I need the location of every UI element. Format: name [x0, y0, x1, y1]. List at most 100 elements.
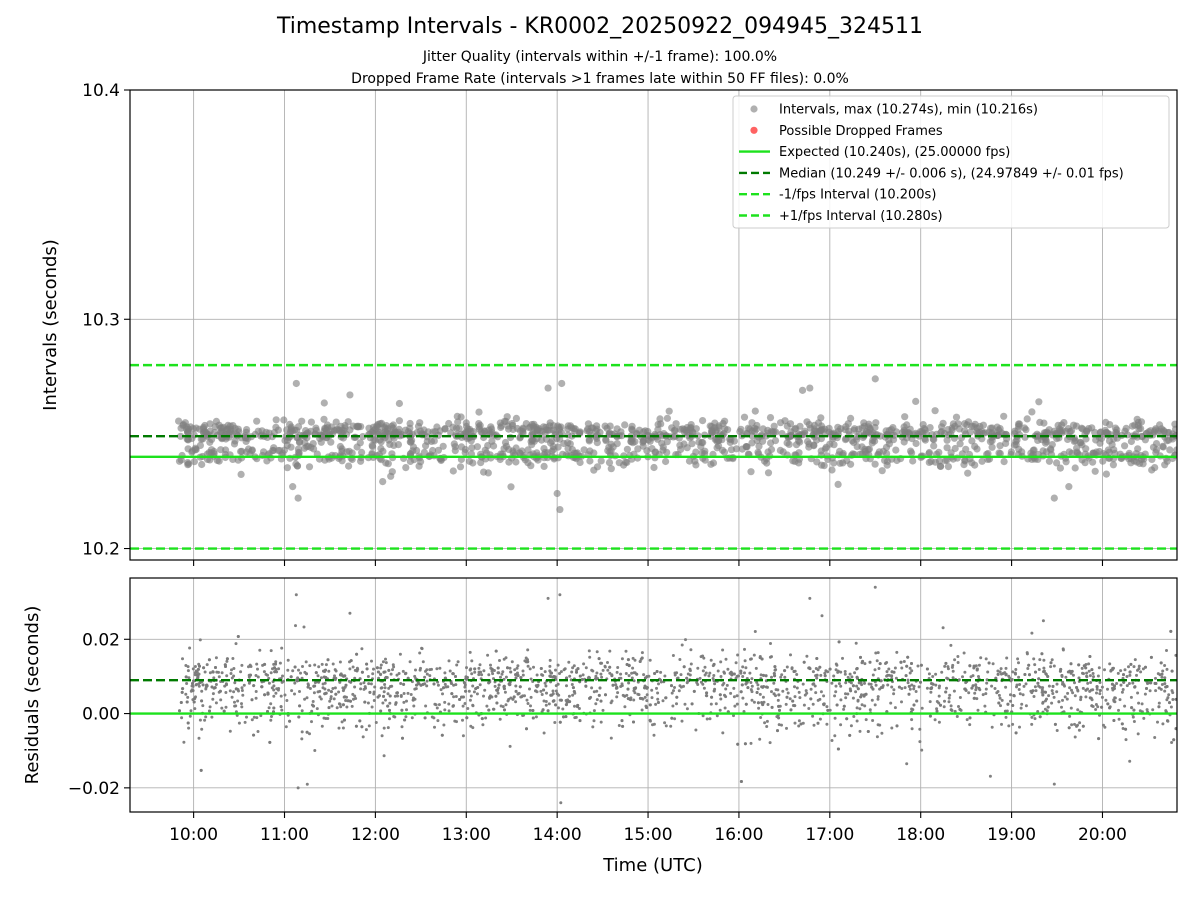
data-point — [948, 693, 952, 697]
data-point — [468, 698, 472, 702]
data-point — [387, 472, 395, 480]
data-point — [489, 663, 492, 667]
data-point — [671, 704, 675, 708]
data-point — [1167, 693, 1171, 697]
data-point — [1051, 692, 1055, 695]
data-point — [1127, 665, 1130, 669]
data-point — [396, 694, 400, 698]
data-point — [267, 706, 271, 710]
data-point — [488, 437, 496, 445]
data-point — [180, 716, 184, 720]
data-point — [547, 702, 551, 706]
data-point — [670, 684, 673, 688]
data-point — [1166, 446, 1174, 454]
data-point — [1081, 724, 1085, 728]
data-point — [366, 701, 370, 705]
data-point — [501, 670, 505, 674]
data-point — [200, 689, 204, 693]
data-point — [650, 696, 654, 700]
data-point — [336, 442, 344, 451]
data-point — [998, 696, 1002, 700]
data-point — [1071, 691, 1075, 695]
data-point — [682, 665, 686, 669]
data-point — [356, 439, 364, 447]
data-point-extreme — [798, 386, 807, 394]
data-point-extreme — [296, 786, 300, 790]
data-point — [376, 695, 380, 699]
data-point — [1165, 667, 1169, 671]
data-point — [1158, 425, 1166, 433]
data-point — [186, 695, 190, 699]
data-point — [260, 448, 268, 456]
data-point — [312, 424, 320, 432]
data-point — [188, 646, 192, 650]
data-point — [635, 672, 639, 676]
data-point — [719, 675, 723, 678]
data-point — [633, 691, 637, 695]
data-point — [313, 681, 317, 685]
data-point — [184, 427, 192, 435]
data-point — [1171, 691, 1175, 695]
data-point — [236, 635, 240, 638]
data-point — [732, 445, 741, 453]
data-point — [902, 660, 906, 663]
data-point — [197, 736, 201, 740]
data-point — [546, 419, 554, 427]
data-point — [858, 729, 862, 733]
data-point — [468, 668, 472, 672]
data-point — [843, 672, 847, 676]
data-point — [205, 683, 209, 687]
data-point — [1084, 688, 1088, 692]
data-point — [191, 684, 195, 688]
data-point — [1136, 732, 1140, 736]
data-point-extreme — [556, 505, 564, 514]
data-point — [1073, 722, 1076, 726]
data-point — [756, 687, 760, 691]
data-point — [495, 701, 499, 705]
data-point — [708, 422, 716, 431]
data-point — [828, 466, 836, 474]
data-point — [443, 700, 447, 704]
data-point — [201, 704, 205, 708]
data-point — [360, 725, 364, 729]
data-point — [208, 705, 212, 709]
data-point — [330, 704, 334, 708]
data-point — [789, 653, 792, 657]
data-point — [953, 658, 957, 662]
data-point — [574, 715, 578, 719]
data-point — [263, 662, 267, 666]
data-point — [200, 727, 204, 731]
data-point — [1077, 676, 1081, 680]
data-point — [1028, 673, 1031, 677]
data-point — [233, 681, 237, 685]
data-point — [906, 681, 910, 685]
data-point — [185, 460, 193, 468]
data-point — [568, 446, 577, 454]
data-point — [1050, 658, 1054, 662]
data-point — [581, 673, 585, 677]
data-point — [662, 457, 670, 466]
data-point — [1055, 690, 1059, 694]
data-point — [370, 705, 374, 709]
data-point — [561, 707, 565, 711]
data-point — [272, 416, 280, 424]
data-point — [423, 675, 427, 679]
data-point — [558, 672, 561, 675]
data-point — [643, 676, 647, 680]
data-point — [957, 705, 960, 708]
data-point — [442, 723, 446, 727]
data-point — [201, 683, 205, 687]
data-point — [907, 692, 911, 696]
data-point — [536, 683, 540, 687]
y-tick-label: 0.00 — [82, 705, 120, 725]
data-point — [1123, 704, 1127, 708]
data-point — [345, 705, 349, 709]
data-point — [361, 735, 365, 739]
data-point — [721, 731, 725, 735]
data-point — [1009, 693, 1012, 697]
data-point — [570, 683, 574, 686]
data-point — [925, 667, 929, 671]
data-point — [259, 714, 263, 718]
data-point — [401, 669, 405, 673]
data-point — [1055, 682, 1059, 686]
